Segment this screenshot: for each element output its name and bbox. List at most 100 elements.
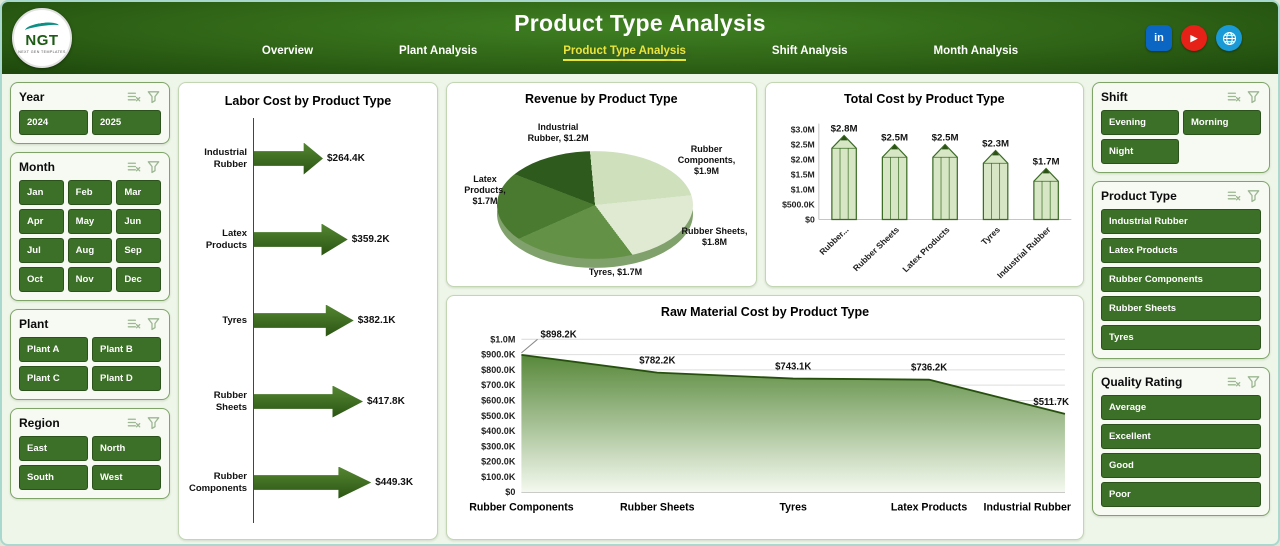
pencil-bar[interactable] (982, 149, 1008, 221)
filter-button-jan[interactable]: Jan (19, 180, 64, 205)
content: Year 2024 2025 Month Jan Feb Mar Apr May Jun Jul Au… (2, 74, 1278, 544)
clear-selections-icon[interactable] (1226, 374, 1241, 389)
filter-button-plant-b[interactable]: Plant B (92, 337, 161, 362)
pencil-bar[interactable] (830, 134, 857, 221)
pencil-category-label: Rubber... (817, 225, 850, 257)
filter-button-evening[interactable]: Evening (1101, 110, 1179, 135)
filter-button-excellent[interactable]: Excellent (1101, 424, 1261, 449)
area-fill[interactable] (521, 354, 1065, 493)
pencil-bar[interactable] (881, 143, 907, 221)
nav-tab-plant-analysis[interactable]: Plant Analysis (399, 45, 478, 57)
nav-tab-shift-analysis[interactable]: Shift Analysis (771, 45, 848, 57)
labor-arrow-bar[interactable] (254, 142, 323, 175)
filter-button-plant-a[interactable]: Plant A (19, 337, 88, 362)
filter-button-apr[interactable]: Apr (19, 209, 64, 234)
pencil-y-tick: $2.5M (790, 140, 814, 150)
filter-funnel-icon[interactable] (1246, 188, 1261, 203)
clear-selections-icon[interactable] (126, 415, 141, 430)
pie[interactable] (497, 150, 694, 259)
labor-plot: $359.2K (253, 199, 429, 280)
clear-selections-icon[interactable] (1226, 188, 1241, 203)
filter-button-plant-c[interactable]: Plant C (19, 366, 88, 391)
filter-button-night[interactable]: Night (1101, 139, 1179, 164)
filter-button-industrial-rubber[interactable]: Industrial Rubber (1101, 209, 1261, 234)
youtube-icon[interactable]: ▶ (1181, 25, 1207, 51)
nav-tab-product-type-analysis[interactable]: Product Type Analysis (563, 45, 686, 61)
pencil-value-label: $2.3M (982, 139, 1009, 150)
filter-button-latex-products[interactable]: Latex Products (1101, 238, 1261, 263)
labor-arrow-bar[interactable] (254, 304, 354, 337)
filter-button-north[interactable]: North (92, 436, 161, 461)
logo-text: NGT (25, 31, 59, 49)
logo-subtext: NEXT GEN TEMPLATES (18, 49, 66, 54)
filter-button-nov[interactable]: Nov (67, 267, 113, 292)
pencil-category-label: Latex Products (900, 225, 952, 274)
area-y-tick: $200.0K (481, 457, 516, 467)
top-chart-row: Revenue by Product Type Industrial Rubbe… (446, 82, 1084, 287)
filter-button-feb[interactable]: Feb (67, 180, 113, 205)
nav-tab-month-analysis[interactable]: Month Analysis (933, 45, 1019, 57)
nav-tab-overview[interactable]: Overview (261, 45, 314, 57)
filter-title-shift: Shift (1101, 89, 1128, 104)
filter-button-mar[interactable]: Mar (116, 180, 161, 205)
filter-button-morning[interactable]: Morning (1183, 110, 1261, 135)
filter-button-aug[interactable]: Aug (67, 238, 113, 263)
pencil-category-label: Rubber Sheets (850, 224, 901, 273)
filter-funnel-icon[interactable] (146, 316, 161, 331)
filter-button-jun[interactable]: Jun (116, 209, 161, 234)
pencil-y-tick: $500.0K (782, 200, 816, 210)
filter-button-dec[interactable]: Dec (116, 267, 161, 292)
revenue-card: Revenue by Product Type Industrial Rubbe… (446, 82, 757, 287)
clear-selections-icon[interactable] (126, 316, 141, 331)
area-value-label: $736.2K (911, 362, 947, 373)
filter-button-jul[interactable]: Jul (19, 238, 64, 263)
clear-selections-icon[interactable] (126, 89, 141, 104)
pie-slice-label-rubber-sheets: Rubber Sheets, $1.8M (681, 226, 748, 247)
labor-plot: $417.8K (253, 361, 429, 442)
labor-chart-title: Labor Cost by Product Type (224, 94, 392, 108)
labor-cost-card: Labor Cost by Product Type Industrial Ru… (178, 82, 438, 540)
area-y-tick: $900.0K (481, 350, 516, 360)
filter-button-rubber-sheets[interactable]: Rubber Sheets (1101, 296, 1261, 321)
filter-button-sep[interactable]: Sep (116, 238, 161, 263)
filter-button-poor[interactable]: Poor (1101, 482, 1261, 507)
clear-selections-icon[interactable] (1226, 89, 1241, 104)
pencil-bar[interactable] (931, 143, 958, 221)
filter-button-2024[interactable]: 2024 (19, 110, 88, 135)
filter-button-south[interactable]: South (19, 465, 88, 490)
labor-category-label: Rubber Sheets (213, 389, 247, 413)
filter-funnel-icon[interactable] (146, 415, 161, 430)
filter-funnel-icon[interactable] (1246, 374, 1261, 389)
filter-button-2025[interactable]: 2025 (92, 110, 161, 135)
main-right: Revenue by Product Type Industrial Rubbe… (446, 82, 1084, 540)
filter-button-average[interactable]: Average (1101, 395, 1261, 420)
pencil-bar[interactable] (1032, 167, 1059, 221)
total-cost-card: Total Cost by Product Type $3.0M $2.5M $2.… (764, 82, 1084, 287)
filter-button-tyres[interactable]: Tyres (1101, 325, 1261, 350)
labor-category-label: Rubber Components (189, 470, 248, 494)
filter-funnel-icon[interactable] (1246, 89, 1261, 104)
area-y-tick: $500.0K (481, 411, 516, 421)
labor-arrow-bar[interactable] (254, 466, 372, 499)
labor-arrow-bar[interactable] (254, 385, 364, 418)
filter-button-good[interactable]: Good (1101, 453, 1261, 478)
clear-selections-icon[interactable] (126, 159, 141, 174)
filter-card-shift: Shift Evening Morning Night (1092, 82, 1270, 173)
filter-button-west[interactable]: West (92, 465, 161, 490)
filter-funnel-icon[interactable] (146, 159, 161, 174)
website-icon[interactable] (1216, 25, 1242, 51)
filter-button-may[interactable]: May (67, 209, 113, 234)
filter-funnel-icon[interactable] (146, 89, 161, 104)
pencil-category-label: Industrial Rubber (994, 224, 1052, 280)
filter-button-east[interactable]: East (19, 436, 88, 461)
filter-button-rubber-components[interactable]: Rubber Components (1101, 267, 1261, 292)
filter-button-oct[interactable]: Oct (19, 267, 64, 292)
area-category-label: Rubber Sheets (620, 501, 695, 513)
logo[interactable]: NGT NEXT GEN TEMPLATES (12, 8, 72, 68)
filter-button-plant-d[interactable]: Plant D (92, 366, 161, 391)
area-value-label: $898.2K (541, 329, 577, 340)
labor-arrow-bar[interactable] (254, 223, 348, 256)
area-category-label: Industrial Rubber (984, 501, 1071, 513)
linkedin-icon[interactable]: in (1146, 25, 1172, 51)
